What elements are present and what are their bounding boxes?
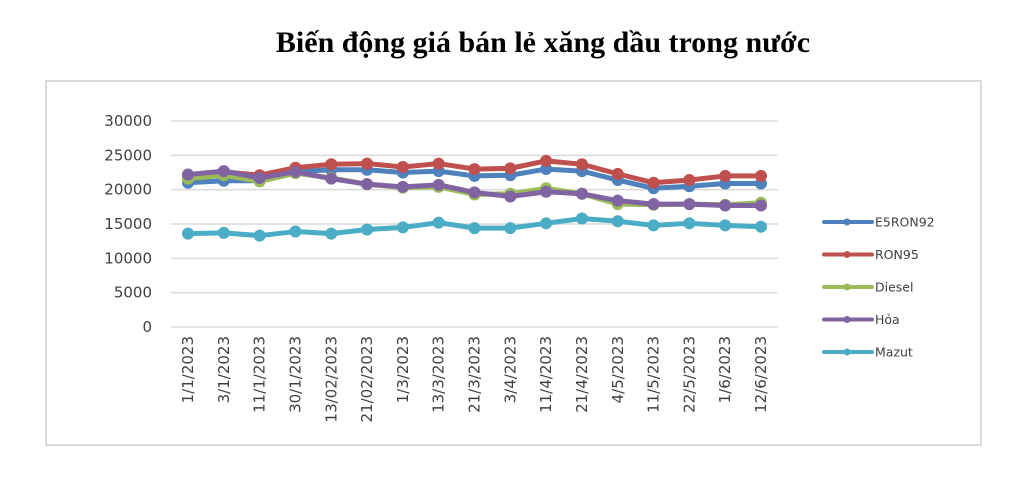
y-tick-label: 30000 [104,112,152,130]
data-point [719,199,732,212]
data-point [396,180,409,193]
data-point [361,223,374,236]
x-tick-label: 21/4/2023 [573,336,591,413]
x-tick-label: 21/02/2023 [358,336,376,422]
data-point [504,162,517,175]
data-point [540,163,553,176]
data-point [611,194,624,207]
y-axis-ticks: 0 5000 10000 15000 20000 25000 30000 [104,112,152,336]
data-point [575,212,588,225]
series-hỏa [182,165,767,212]
data-point [647,198,660,211]
legend-item-diesel: Diesel [822,280,913,295]
data-point [396,161,409,174]
data-point [468,186,481,199]
data-point [361,157,374,170]
legend-label: RON95 [875,247,919,262]
chart-title: Biến động giá bán lẻ xăng dầu trong nước [275,26,811,59]
data-point [325,172,338,185]
data-point [396,221,409,234]
legend-marker [843,218,851,226]
data-point [504,222,517,235]
data-point [611,167,624,180]
y-tick-label: 15000 [104,215,152,233]
legend-item-ron95: RON95 [822,247,919,262]
data-point [217,226,230,239]
data-point [361,178,374,191]
data-point [540,185,553,198]
series-mazut [182,212,767,242]
data-point [540,217,553,230]
x-tick-label: 4/5/2023 [609,336,627,403]
legend-item-mazut: Mazut [822,345,913,360]
data-series [182,154,767,242]
data-point [504,190,517,203]
data-point [755,199,767,212]
legend-item-hỏa: Hỏa [822,312,900,327]
data-point [683,198,696,211]
series-ron95 [182,154,767,189]
legend-marker [843,283,851,291]
x-tick-label: 1/1/2023 [179,336,197,403]
legend-marker [843,348,851,356]
x-tick-label: 30/1/2023 [286,336,304,413]
data-point [182,227,194,240]
data-point [755,169,767,182]
data-point [289,165,302,178]
legend-marker [843,316,851,323]
x-tick-label: 11/1/2023 [251,336,269,413]
data-point [468,222,481,235]
data-point [289,225,302,238]
legend-marker [843,251,851,258]
x-tick-label: 13/02/2023 [322,336,340,422]
data-point [253,229,266,242]
data-point [325,227,338,240]
x-tick-label: 12/6/2023 [752,336,770,413]
data-point [647,219,660,232]
data-point [719,169,732,182]
legend: E5RON92 RON95 Diesel Hỏa Mazut [822,215,935,360]
data-point [253,171,266,184]
legend-label: E5RON92 [875,215,935,230]
data-point [647,176,660,189]
x-tick-label: 11/4/2023 [537,336,555,413]
data-point [432,178,445,191]
x-tick-label: 1/3/2023 [394,336,412,403]
data-point [432,157,445,170]
data-point [217,165,230,178]
data-point [575,158,588,171]
legend-label: Mazut [875,345,913,360]
chart-area [45,80,982,446]
data-point [755,220,767,233]
y-tick-label: 25000 [104,146,152,164]
x-tick-label: 13/3/2023 [430,336,448,413]
x-tick-label: 3/1/2023 [215,336,233,403]
y-tick-label: 0 [142,318,152,336]
data-point [325,158,338,171]
x-tick-label: 1/6/2023 [716,336,734,403]
data-point [683,174,696,187]
data-point [575,187,588,200]
x-tick-label: 22/5/2023 [680,336,698,413]
data-point [611,215,624,228]
x-tick-label: 21/3/2023 [466,336,484,413]
data-point [468,163,481,176]
data-point [432,216,445,229]
legend-label: Hỏa [875,312,900,327]
legend-label: Diesel [875,280,913,295]
x-axis-ticks: 1/1/2023 3/1/2023 11/1/2023 30/1/2023 13/02/… [179,336,770,422]
y-tick-label: 5000 [114,284,152,302]
legend-item-e5ron92: E5RON92 [822,215,935,230]
data-point [683,217,696,230]
x-tick-label: 11/5/2023 [645,336,663,413]
x-tick-label: 3/4/2023 [501,336,519,403]
data-point [719,219,732,232]
data-point [540,154,553,167]
y-tick-label: 10000 [104,249,152,267]
data-point [182,168,194,181]
y-tick-label: 20000 [104,181,152,199]
